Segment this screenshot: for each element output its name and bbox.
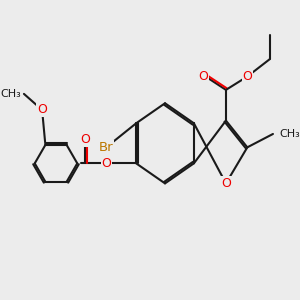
Text: CH₃: CH₃ (279, 129, 300, 139)
Text: CH₃: CH₃ (1, 89, 21, 99)
Text: O: O (221, 177, 231, 190)
Text: O: O (37, 103, 47, 116)
Text: O: O (80, 133, 90, 146)
Text: O: O (199, 70, 208, 83)
Text: O: O (101, 157, 111, 170)
Text: Br: Br (99, 141, 113, 154)
Text: O: O (242, 70, 252, 83)
